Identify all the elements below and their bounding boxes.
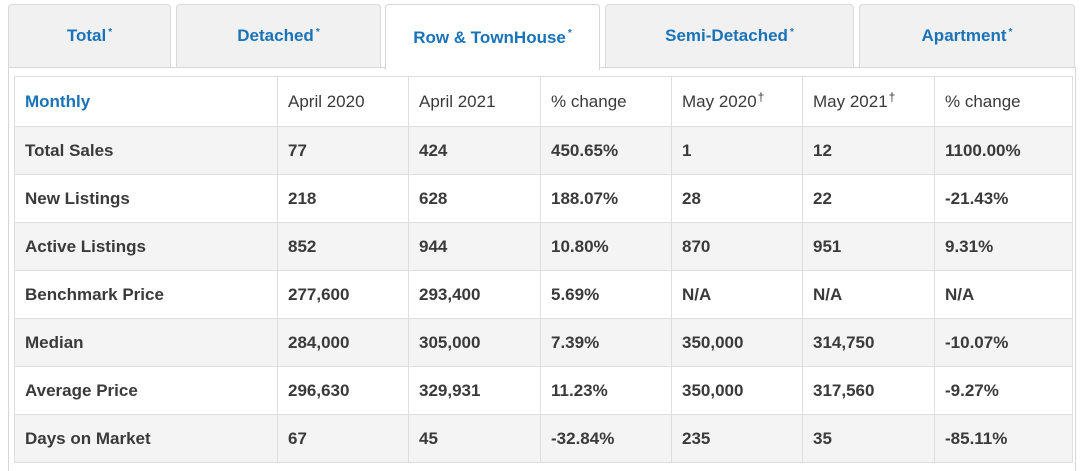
tab-bar: Total * Detached * Row & TownHouse * Semi-D… [0,0,1080,70]
tab-label: Detached [237,26,314,45]
tab-detached[interactable]: Detached * [176,4,381,67]
cell-april-2021: 305,000 [408,318,541,367]
tab-footnote-mark: * [1008,26,1013,38]
cell-april-change: 5.69% [540,270,672,319]
cell-may-change: 1100.00% [934,126,1073,175]
tab-semi-detached[interactable]: Semi-Detached * [605,4,854,67]
cell-may-2020: 28 [671,174,803,223]
tab-label: Semi-Detached [665,26,788,45]
cell-row-label: Active Listings [14,222,278,271]
column-header-april-2020: April 2020 [277,76,409,127]
column-header-may-2021: May 2021† [802,76,935,127]
cell-april-change: 7.39% [540,318,672,367]
table-header-row: Monthly April 2020 April 2021 % change M… [14,76,1073,127]
table-row: Days on Market 67 45 -32.84% 235 35 -85.11% [14,414,1073,463]
cell-april-change: 11.23% [540,366,672,415]
cell-april-2020: 284,000 [277,318,409,367]
cell-row-label: New Listings [14,174,278,223]
cell-april-2021: 293,400 [408,270,541,319]
column-header-april-2021: April 2021 [408,76,541,127]
cell-may-2021: 317,560 [802,366,935,415]
cell-row-label: Benchmark Price [14,270,278,319]
cell-may-2020: 350,000 [671,366,803,415]
cell-april-change: 188.07% [540,174,672,223]
tab-label: Row & TownHouse [413,27,566,47]
cell-april-change: -32.84% [540,414,672,463]
tab-footnote-mark: * [789,26,794,38]
cell-may-2020: N/A [671,270,803,319]
tab-total[interactable]: Total * [8,4,171,67]
tab-label: Apartment [921,26,1007,45]
cell-may-2020: 350,000 [671,318,803,367]
cell-may-2021: N/A [802,270,935,319]
column-header-may-change: % change [934,76,1073,127]
footnote-dagger: † [757,89,765,104]
cell-row-label: Average Price [14,366,278,415]
column-header-may-2020: May 2020† [671,76,803,127]
cell-may-change: -9.27% [934,366,1073,415]
column-header-monthly: Monthly [14,76,278,127]
cell-april-change: 450.65% [540,126,672,175]
cell-may-change: N/A [934,270,1073,319]
cell-may-2021: 951 [802,222,935,271]
table-row: Active Listings 852 944 10.80% 870 951 9.31% [14,222,1073,271]
market-stats-table: Monthly April 2020 April 2021 % change M… [14,76,1073,463]
footnote-dagger: † [888,89,896,104]
column-header-april-change: % change [540,76,672,127]
cell-may-change: -10.07% [934,318,1073,367]
cell-row-label: Median [14,318,278,367]
cell-row-label: Days on Market [14,414,278,463]
cell-april-2021: 45 [408,414,541,463]
cell-may-change: -85.11% [934,414,1073,463]
tab-panel: Monthly April 2020 April 2021 % change M… [8,67,1076,471]
cell-april-2021: 628 [408,174,541,223]
cell-april-2020: 852 [277,222,409,271]
cell-may-2020: 1 [671,126,803,175]
cell-may-2020: 235 [671,414,803,463]
cell-april-2021: 424 [408,126,541,175]
tab-row-townhouse[interactable]: Row & TownHouse * [385,4,600,70]
table-row: Benchmark Price 277,600 293,400 5.69% N/A N/A… [14,270,1073,319]
cell-april-2020: 77 [277,126,409,175]
cell-april-2020: 296,630 [277,366,409,415]
table-row: Median 284,000 305,000 7.39% 350,000 314,750-… [14,318,1073,367]
cell-april-change: 10.80% [540,222,672,271]
tab-footnote-mark: * [315,26,320,38]
tab-label: Total [66,26,107,45]
tab-footnote-mark: * [108,26,113,38]
cell-april-2020: 67 [277,414,409,463]
tab-footnote-mark: * [567,28,572,39]
cell-may-2020: 870 [671,222,803,271]
table-row: New Listings 218 628 188.07% 28 22 -21.43% [14,174,1073,223]
cell-may-2021: 22 [802,174,935,223]
tab-apartment[interactable]: Apartment * [859,4,1075,67]
cell-row-label: Total Sales [14,126,278,175]
cell-april-2021: 329,931 [408,366,541,415]
cell-may-2021: 12 [802,126,935,175]
cell-may-2021: 314,750 [802,318,935,367]
cell-april-2020: 277,600 [277,270,409,319]
cell-may-2021: 35 [802,414,935,463]
table-row: Total Sales 77 424 450.65% 1 12 1100.00% [14,126,1073,175]
cell-may-change: 9.31% [934,222,1073,271]
cell-april-2021: 944 [408,222,541,271]
cell-may-change: -21.43% [934,174,1073,223]
cell-april-2020: 218 [277,174,409,223]
table-row: Average Price 296,630 329,931 11.23% 350,000… [14,366,1073,415]
